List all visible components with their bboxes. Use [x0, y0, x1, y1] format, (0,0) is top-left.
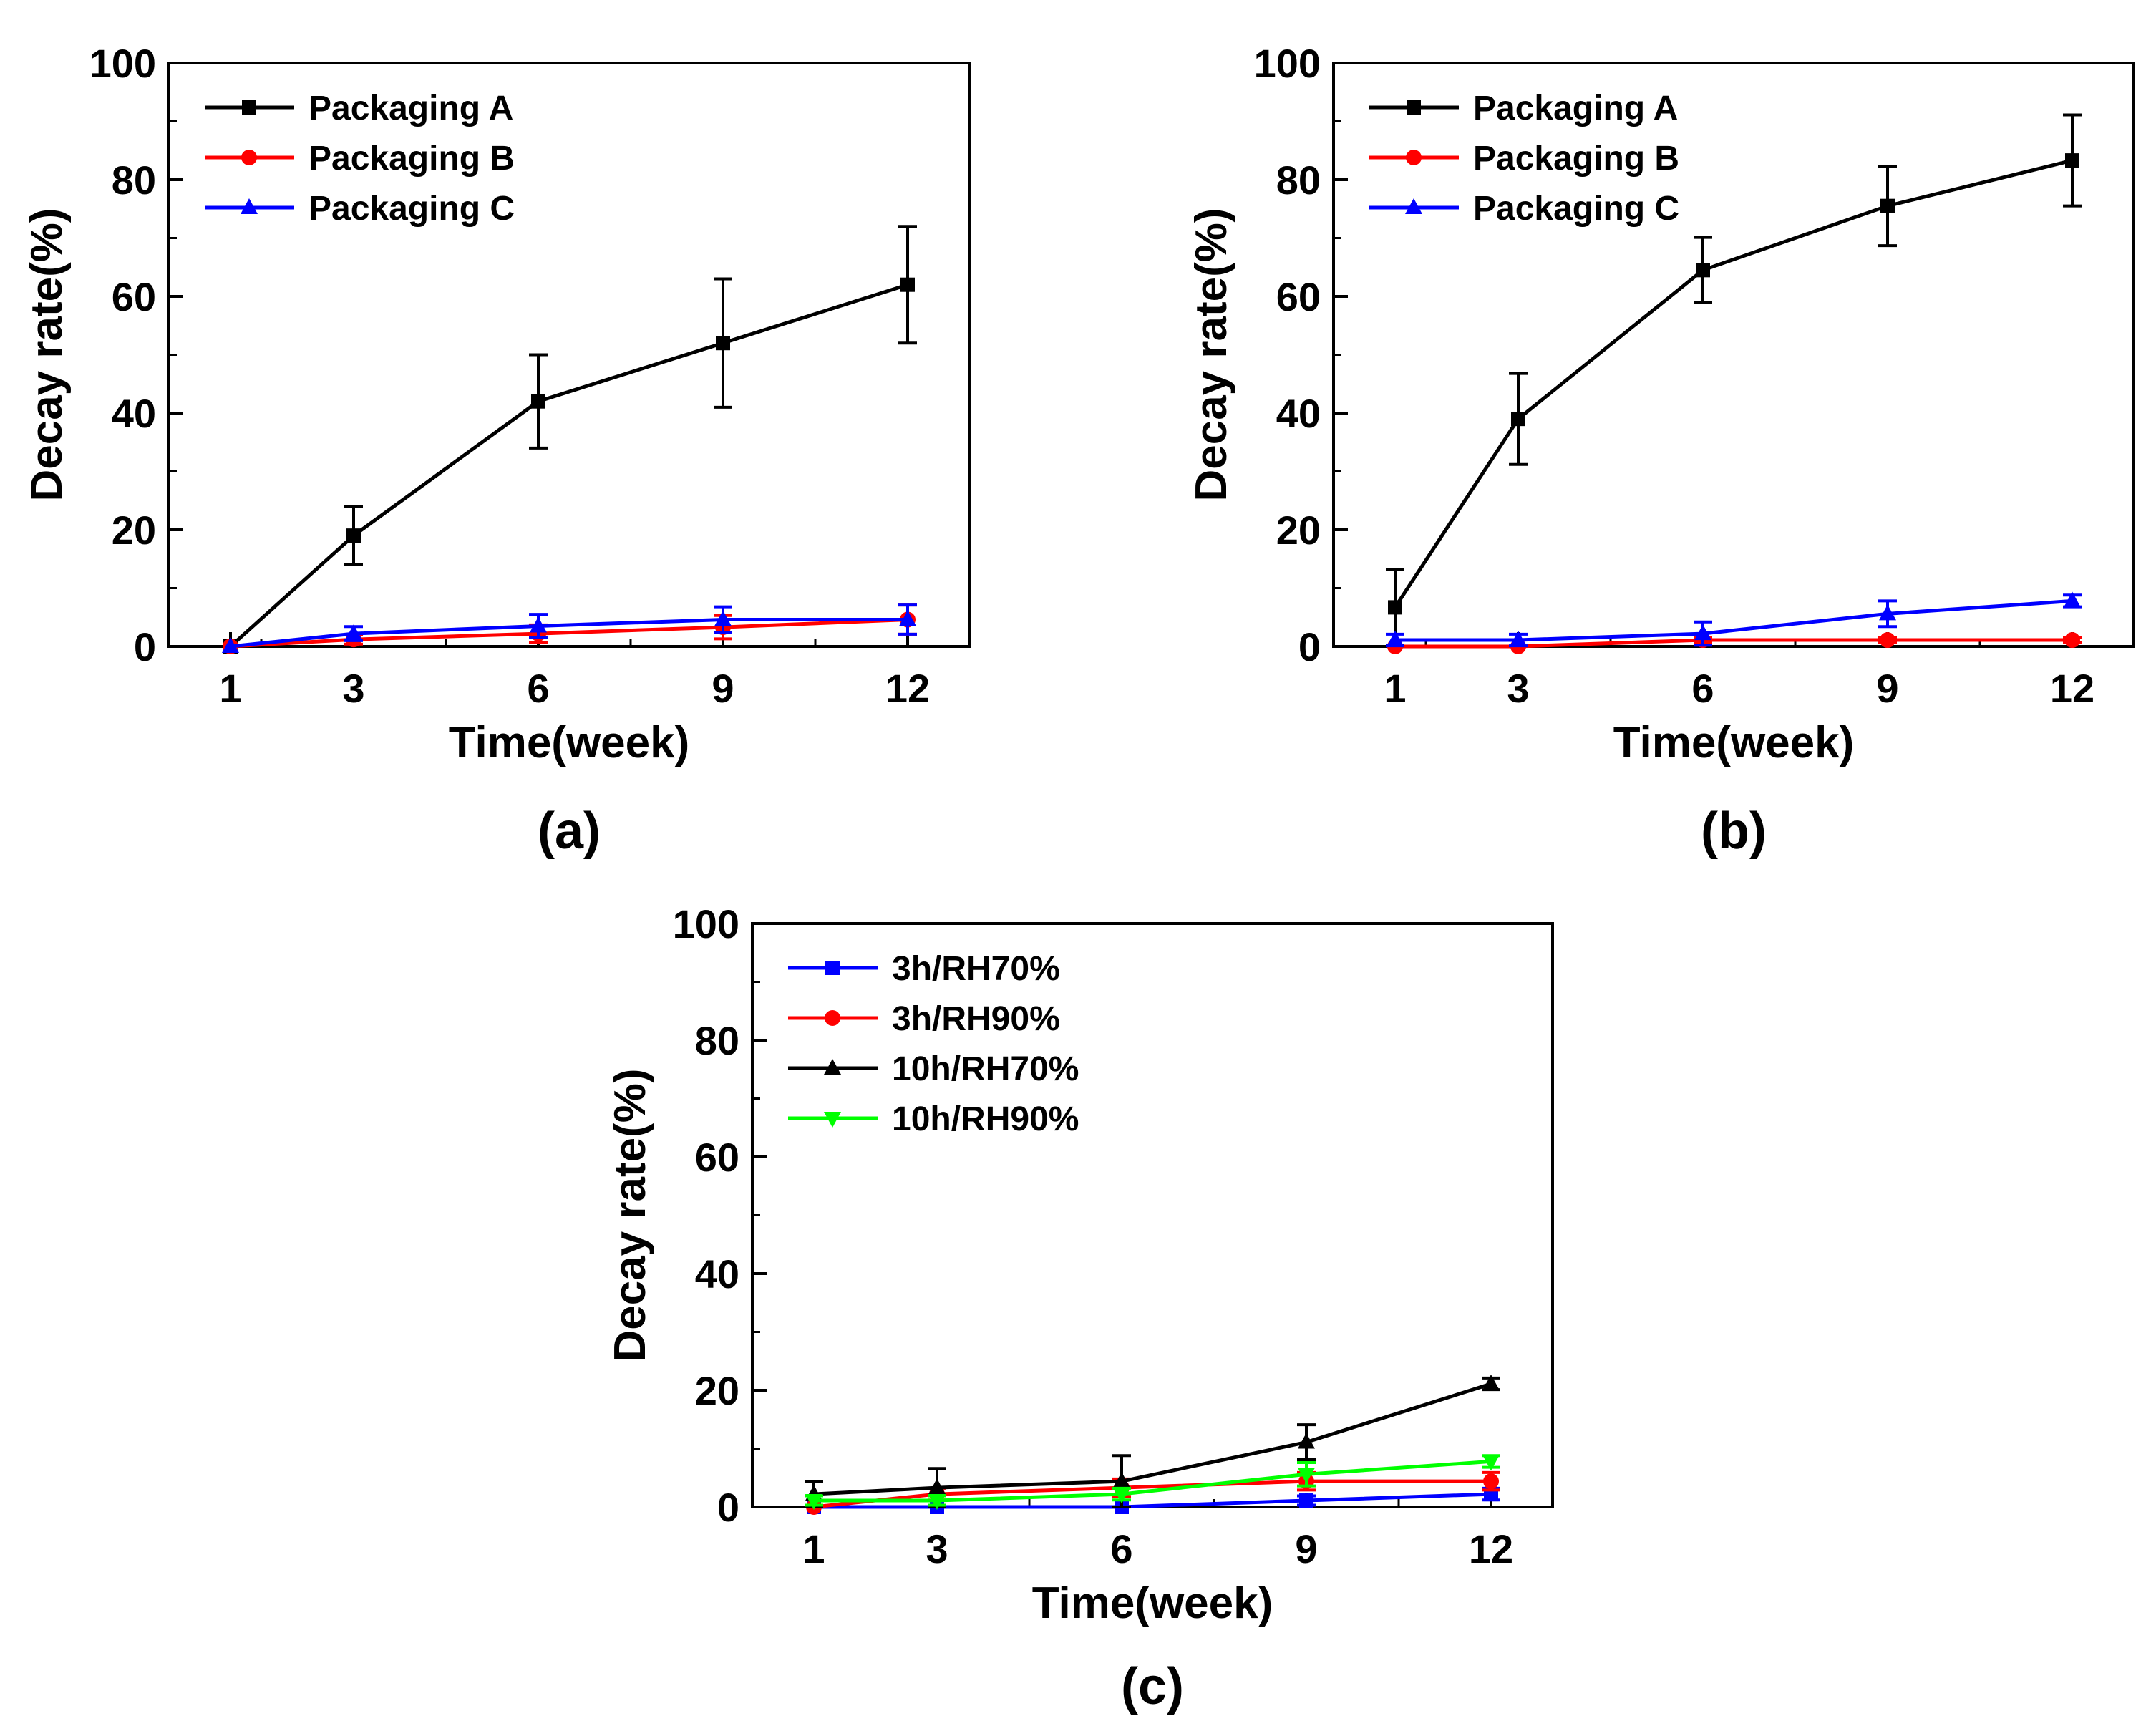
data-point [1879, 604, 1896, 621]
legend-label: Packaging C [1473, 190, 1679, 228]
x-tick-label: 12 [885, 666, 930, 711]
data-point [928, 1478, 946, 1495]
y-tick-label: 80 [1276, 157, 1321, 203]
x-tick-label: 12 [1469, 1526, 1513, 1571]
data-point [1483, 1473, 1499, 1490]
y-tick-label: 40 [695, 1251, 739, 1296]
y-axis-title: Decay rate(%) [606, 1068, 655, 1362]
data-point [2064, 632, 2080, 649]
data-point [1298, 1433, 1315, 1449]
panel-c: 0 20 40 60 80 100 1 3 6 9 12 Time(week) Decay rate(%… [606, 901, 1554, 1715]
y-tick-label: 100 [1254, 41, 1321, 86]
legend-marker [241, 150, 257, 165]
legend-label: 3h/RH70% [892, 950, 1060, 988]
legend-marker [1407, 100, 1421, 115]
data-point [530, 616, 547, 633]
y-axis-title: Decay rate(%) [1187, 208, 1236, 501]
y-axis-title: Decay rate(%) [22, 208, 72, 501]
y-tick-label: 80 [112, 157, 156, 203]
x-axis-title: Time(week) [1613, 718, 1855, 767]
legend-label: Packaging A [1473, 89, 1678, 127]
x-tick-label: 3 [342, 666, 364, 711]
x-tick-label: 9 [1876, 666, 1898, 711]
data-point [714, 610, 732, 626]
panel-b: 0 20 40 60 80 100 1 3 6 9 12 Time(week) Decay rate(%… [1187, 41, 2135, 860]
data-point [1113, 1472, 1130, 1488]
legend-label: 3h/RH90% [892, 1000, 1060, 1038]
panel-label: (b) [1701, 803, 1767, 860]
legend-marker [1406, 150, 1422, 165]
data-point [1299, 1493, 1313, 1508]
data-point [1696, 263, 1710, 278]
data-point [1113, 1488, 1130, 1504]
legend-label: Packaging B [1473, 140, 1679, 178]
legend-marker [825, 1010, 840, 1026]
data-point [345, 624, 362, 641]
panel-a: 0 20 40 60 80 100 1 3 6 9 12 Time(week) Decay rate(%… [22, 41, 971, 860]
y-tick-label: 60 [695, 1135, 739, 1180]
y-tick-label: 100 [89, 41, 156, 86]
x-tick-label: 6 [1691, 666, 1714, 711]
x-tick-label: 3 [926, 1526, 948, 1571]
data-point [1510, 631, 1527, 647]
y-tick-label: 80 [695, 1018, 739, 1063]
x-tick-label: 6 [527, 666, 549, 711]
data-point [531, 394, 545, 409]
data-point [1880, 632, 1895, 649]
legend-label: Packaging B [309, 140, 515, 178]
data-point [1298, 1468, 1315, 1484]
y-tick-label: 60 [112, 274, 156, 319]
y-tick-label: 100 [673, 901, 739, 946]
x-tick-label: 6 [1110, 1526, 1132, 1571]
legend-label: 10h/RH70% [892, 1050, 1079, 1088]
legend-label: Packaging C [309, 190, 515, 228]
data-point [1511, 412, 1525, 427]
data-point [900, 277, 915, 292]
x-tick-label: 1 [802, 1526, 825, 1571]
data-point [1880, 198, 1895, 213]
legend-marker [242, 100, 256, 115]
legend-marker [241, 198, 258, 214]
y-tick-label: 20 [112, 508, 156, 553]
panel-label: (a) [538, 803, 601, 860]
y-tick-label: 40 [1276, 391, 1321, 436]
data-point [1482, 1375, 1500, 1391]
data-point [2064, 591, 2081, 608]
data-point [2065, 153, 2079, 168]
data-point [1388, 600, 1402, 615]
x-axis-title: Time(week) [1032, 1579, 1273, 1628]
x-tick-label: 3 [1507, 666, 1529, 711]
y-tick-label: 60 [1276, 274, 1321, 319]
data-point [716, 336, 730, 351]
x-tick-label: 12 [2050, 666, 2094, 711]
data-point [899, 610, 916, 626]
y-tick-label: 0 [717, 1485, 739, 1530]
x-tick-label: 1 [219, 666, 241, 711]
y-tick-label: 20 [695, 1368, 739, 1413]
data-point [346, 528, 361, 543]
y-tick-label: 0 [134, 624, 156, 669]
legend-marker [825, 961, 840, 975]
y-tick-label: 0 [1298, 624, 1321, 669]
x-tick-label: 9 [712, 666, 734, 711]
y-tick-label: 20 [1276, 508, 1321, 553]
y-tick-label: 40 [112, 391, 156, 436]
x-axis-title: Time(week) [449, 718, 690, 767]
data-point [222, 637, 239, 653]
x-tick-label: 1 [1384, 666, 1406, 711]
legend-marker [824, 1059, 841, 1075]
data-point [805, 1494, 822, 1511]
legend-label: 10h/RH90% [892, 1100, 1079, 1138]
data-point [1387, 631, 1404, 647]
legend-marker [1405, 198, 1422, 214]
data-point [928, 1494, 946, 1511]
data-point [1694, 624, 1711, 641]
data-point [1482, 1455, 1500, 1471]
legend-label: Packaging A [309, 89, 513, 127]
x-tick-label: 9 [1295, 1526, 1317, 1571]
panel-label: (c) [1121, 1658, 1184, 1715]
legend-marker [824, 1112, 841, 1128]
